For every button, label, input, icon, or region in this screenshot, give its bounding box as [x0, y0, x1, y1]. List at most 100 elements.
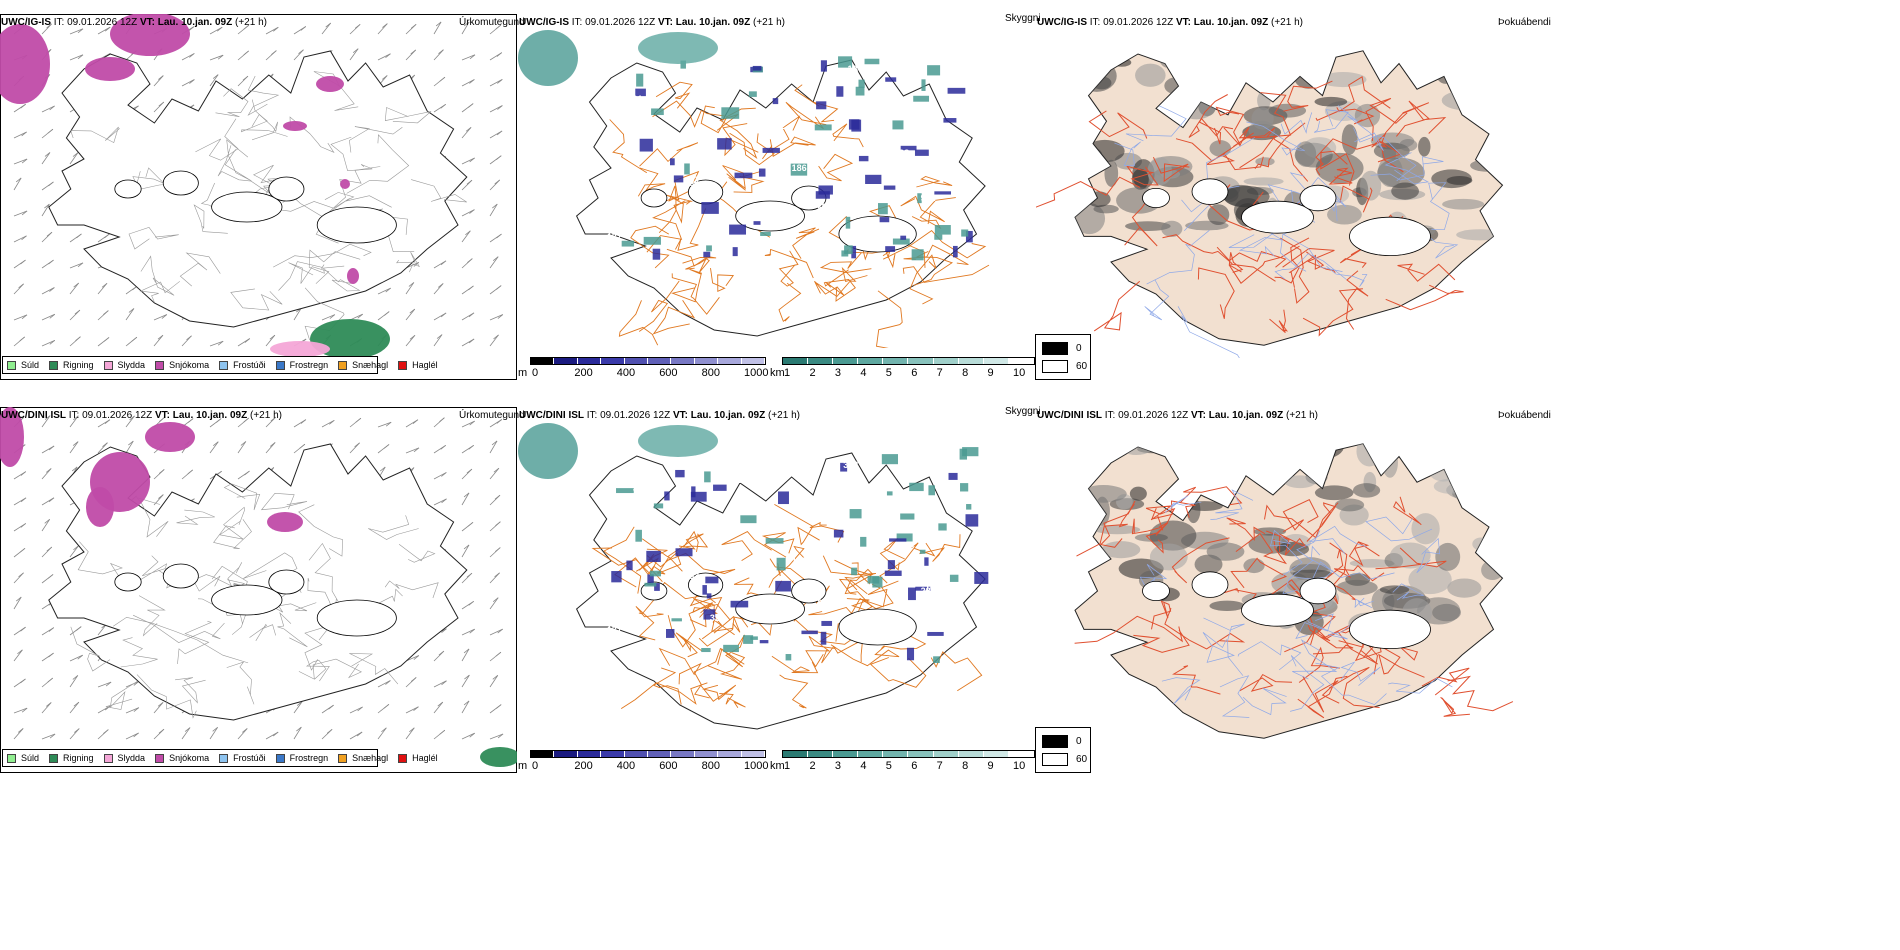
colorbar-tick: 2 — [809, 367, 816, 379]
legend-label: Haglél — [412, 753, 438, 763]
legend-label: Frostúði — [233, 360, 266, 370]
colorbar-tick: 400 — [616, 760, 636, 772]
colorbar-tick: 0 — [532, 367, 539, 379]
fog-legend-label: 60 — [1076, 361, 1088, 372]
vis-title-row1: Skyggni — [1005, 13, 1041, 24]
vis-label: 974 — [602, 448, 617, 458]
colorbar-cell — [531, 358, 555, 364]
colorbar-tick: 3 — [834, 367, 841, 379]
height-colorbar-row2: m 0 200 400 600 800 1000 — [518, 750, 769, 774]
fog-legend-swatch — [1042, 342, 1068, 355]
legend-label: Haglél — [412, 360, 438, 370]
colorbar-tick: 8 — [962, 367, 969, 379]
legend-swatch — [103, 753, 113, 763]
legend-swatch — [219, 360, 229, 370]
legend-label: Snjókoma — [169, 753, 210, 763]
colorbar-cell — [531, 751, 555, 757]
colorbar-tick: 1000 — [744, 367, 769, 379]
legend-item: Snjókoma — [155, 360, 209, 370]
fog-legend-swatch — [1042, 735, 1068, 748]
colorbar-tick: 0 — [532, 760, 539, 772]
legend-item: Slydda — [103, 360, 145, 370]
colorbar-tick: 6 — [911, 367, 918, 379]
legend-swatch — [7, 360, 16, 370]
colorbar-cell — [694, 358, 719, 364]
colorbar-cell — [858, 358, 884, 364]
colorbar-tick: 600 — [659, 760, 678, 772]
ptype-title-row2: Úrkomutegund — [459, 410, 525, 421]
ptype-header-row1: UWC/IG-IS IT: 09.01.2026 12Z VT: Lau. 10… — [1, 17, 267, 28]
vis-label: 149 — [633, 487, 648, 497]
vis-label: 907 — [895, 151, 910, 161]
vis-map: 974 101 284 12 91 328 116 153 353 122 210 149 105 131… — [518, 423, 989, 730]
colorbar-cell — [983, 751, 1009, 757]
vis-panel-row2: 974 101 284 12 91 328 116 153 353 122 210 149 105 131… — [518, 421, 1008, 773]
colorbar-cell — [624, 751, 649, 757]
colorbar-cell — [908, 358, 934, 364]
legend-item: Snæhagl — [338, 753, 388, 763]
vis-label: 12 — [848, 64, 858, 74]
legend-item: Frostregn — [275, 753, 328, 763]
legend-item: Haglél — [398, 753, 438, 763]
colorbar-cell — [718, 358, 742, 364]
fog-legend-row1: 0 60 — [1035, 334, 1091, 380]
legend-item: Frostúði — [219, 753, 266, 763]
colorbar-cell — [601, 358, 625, 364]
colorbar-cell — [694, 751, 719, 757]
vis-label: 12 — [736, 475, 746, 485]
legend-item: Súld — [7, 360, 39, 370]
colorbar-cell — [983, 358, 1009, 364]
colorbar-tick: 9 — [987, 367, 994, 379]
legend-label: Slydda — [117, 753, 146, 763]
legend-item: Snæhagl — [338, 360, 388, 370]
vis-label: 91 — [895, 544, 905, 554]
colorbar-tick: 1000 — [744, 760, 769, 772]
fog-legend-row2: 0 60 — [1035, 727, 1091, 773]
colorbar-cell — [554, 751, 578, 757]
vis-label: 161 — [925, 583, 940, 593]
legend-label: Snæhagl — [352, 753, 389, 763]
legend-swatch — [338, 360, 348, 370]
vis-label: 1362 — [766, 121, 786, 131]
vis-label: 800 — [843, 67, 858, 77]
legend-item: Slydda — [103, 753, 146, 763]
colorbar-tick: 9 — [987, 760, 994, 772]
colorbar-tick: 5 — [885, 367, 892, 379]
colorbar-cell — [1008, 751, 1034, 757]
vis-map: 940 982 962 788 907 947 133 184 800 81 285 91 186 137… — [518, 30, 990, 348]
ptype-title-row1: Úrkomutegund — [459, 17, 525, 28]
ptype-header-row2: UWC/DINI ISL IT: 09.01.2026 12Z VT: Lau.… — [1, 410, 282, 421]
legend-item: Frostregn — [275, 360, 328, 370]
vis-label: 284 — [921, 586, 936, 596]
legend-swatch — [155, 753, 165, 763]
vis-label: 146 — [873, 106, 888, 116]
colorbar-cell — [671, 358, 695, 364]
fog-legend-label: 0 — [1076, 343, 1082, 354]
vis-label: 186 — [792, 163, 807, 173]
ptype-panel-row1: Súld Rigning Slydda Snjókoma Frostúði Frostre… — [0, 14, 517, 380]
colorbar-cell — [601, 751, 625, 757]
fog-panel-row1 — [1036, 28, 1556, 380]
vis-label: 982 — [762, 124, 777, 134]
colorbar-cell — [883, 751, 909, 757]
vis-label: 137 — [607, 232, 622, 242]
km-colorbar-row1: km 1 2 3 4 5 6 7 8 9 10 — [770, 357, 1035, 381]
colorbar-cell — [648, 751, 672, 757]
legend-swatch — [398, 360, 408, 370]
colorbar-unit: km — [770, 760, 785, 772]
ptype-panel-row2: Súld Rigning Slydda Snjókoma Frostúði Frostre… — [0, 407, 517, 773]
colorbar-tick: 200 — [574, 760, 593, 772]
vis-label: 122 — [658, 529, 673, 539]
legend-item: Haglél — [398, 360, 438, 370]
km-colorbar-row2: km 1 2 3 4 5 6 7 8 9 10 — [770, 750, 1035, 774]
vis-label: 101 — [762, 517, 777, 527]
colorbar-tick: 200 — [574, 367, 593, 379]
vis-label: 136 — [766, 514, 781, 524]
vis-label: 21 — [925, 190, 935, 200]
height-colorbar-row1: m 0 200 400 600 800 1000 — [518, 357, 769, 381]
vis-label: 940 — [602, 55, 617, 65]
vis-label: 81 — [658, 136, 668, 146]
legend-swatch — [49, 360, 59, 370]
colorbar-cell — [1008, 358, 1034, 364]
vis-header-row1: UWC/IG-IS IT: 09.01.2026 12Z VT: Lau. 10… — [519, 17, 785, 28]
